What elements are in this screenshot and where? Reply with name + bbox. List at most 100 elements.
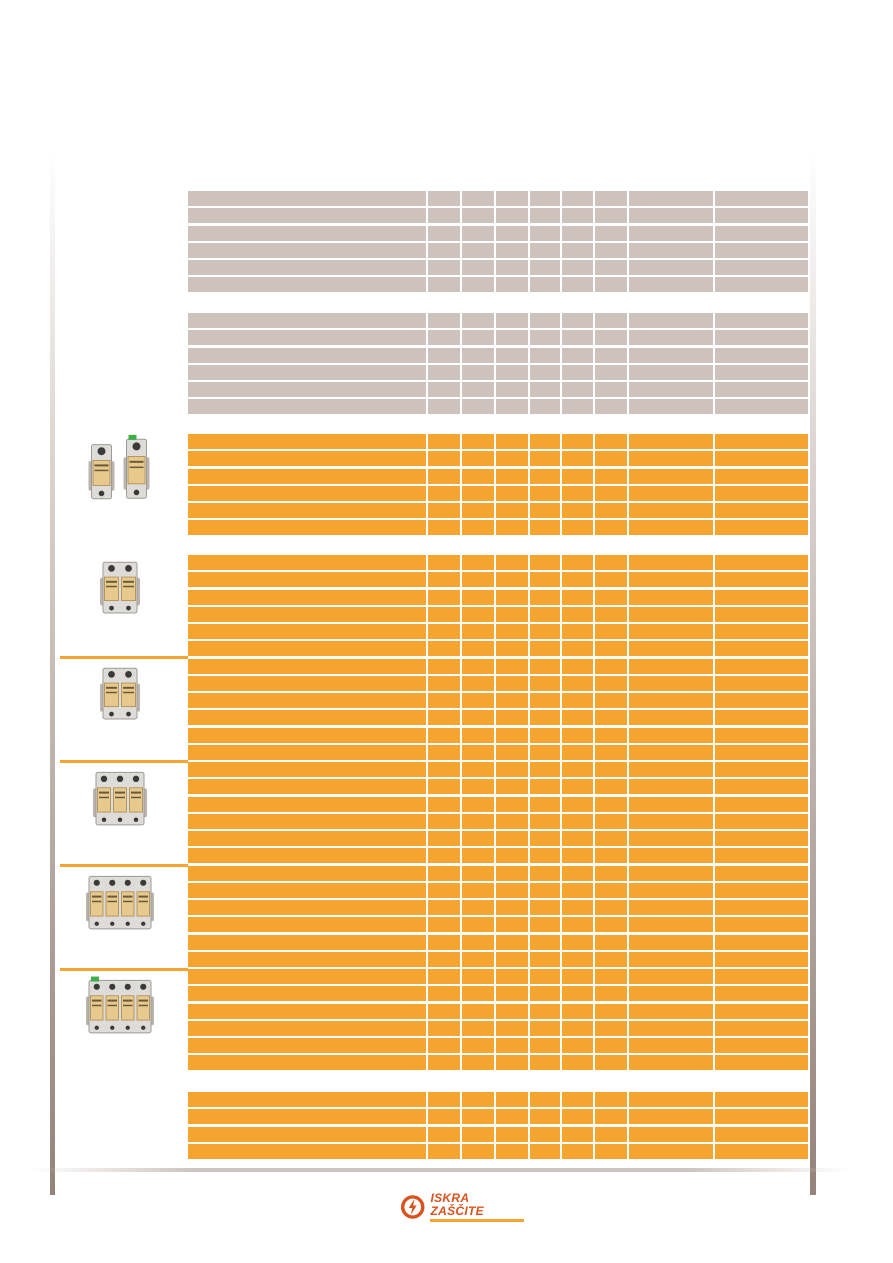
table-cell <box>529 1004 560 1019</box>
table-cell <box>561 969 594 984</box>
table-cell <box>188 641 427 656</box>
product-image-3 <box>90 662 150 724</box>
table-cell <box>561 434 594 449</box>
table-cell <box>462 277 495 292</box>
table-row <box>188 555 809 570</box>
table-row <box>188 986 809 1001</box>
table-cell <box>496 831 528 846</box>
table-cell <box>629 935 713 950</box>
table-cell <box>496 607 528 622</box>
table-cell <box>561 745 594 760</box>
table-cell <box>428 1055 461 1070</box>
table-cell <box>496 762 528 777</box>
table-cell <box>714 917 809 932</box>
table-cell <box>561 469 594 484</box>
table-cell <box>428 814 461 829</box>
table-cell <box>629 226 713 241</box>
table-cell <box>428 900 461 915</box>
table-cell <box>188 969 427 984</box>
table-cell <box>629 641 713 656</box>
table-cell <box>428 624 461 639</box>
table-cell <box>462 572 495 587</box>
table-cell <box>629 1109 713 1124</box>
table-cell <box>428 728 461 743</box>
table-cell <box>629 330 713 345</box>
table-cell <box>714 693 809 708</box>
table-row <box>188 935 809 950</box>
table-cell <box>188 848 427 863</box>
table-cell <box>714 434 809 449</box>
table-cell <box>428 745 461 760</box>
table-cell <box>428 797 461 812</box>
table-cell <box>462 1055 495 1070</box>
section-separator <box>60 968 188 971</box>
table-row <box>188 313 809 328</box>
table-cell <box>428 243 461 258</box>
table-cell <box>462 1021 495 1036</box>
table-cell <box>496 745 528 760</box>
table-cell <box>496 952 528 967</box>
table-cell <box>188 866 427 881</box>
table-cell <box>561 348 594 363</box>
table-cell <box>529 762 560 777</box>
table-cell <box>529 469 560 484</box>
table-cell <box>595 728 628 743</box>
table-cell <box>496 1092 528 1107</box>
table-cell <box>561 1021 594 1036</box>
table-cell <box>462 1004 495 1019</box>
table-row <box>188 260 809 275</box>
table-cell <box>561 503 594 518</box>
table-cell <box>714 277 809 292</box>
table-row <box>188 969 809 984</box>
table-cell <box>428 710 461 725</box>
table-cell <box>462 935 495 950</box>
table-cell <box>629 555 713 570</box>
table-cell <box>462 745 495 760</box>
table-cell <box>714 555 809 570</box>
table-cell <box>428 1004 461 1019</box>
table-row <box>188 917 809 932</box>
table-cell <box>714 243 809 258</box>
table-row <box>188 1038 809 1053</box>
table-row <box>188 1144 809 1159</box>
table-cell <box>595 797 628 812</box>
table-cell <box>595 831 628 846</box>
table-cell <box>496 469 528 484</box>
table-cell <box>561 226 594 241</box>
table-cell <box>462 520 495 535</box>
table-cell <box>561 365 594 380</box>
table-cell <box>428 313 461 328</box>
table-cell <box>462 900 495 915</box>
table-cell <box>595 917 628 932</box>
table-cell <box>714 313 809 328</box>
table-cell <box>496 866 528 881</box>
table-cell <box>561 641 594 656</box>
table-cell <box>462 952 495 967</box>
table-cell <box>629 208 713 223</box>
table-cell <box>188 624 427 639</box>
table-cell <box>462 399 495 414</box>
table-cell <box>428 330 461 345</box>
table-cell <box>462 969 495 984</box>
table-cell <box>595 814 628 829</box>
table-cell <box>714 797 809 812</box>
table-cell <box>529 590 560 605</box>
table-cell <box>496 814 528 829</box>
table-cell <box>629 659 713 674</box>
table-cell <box>561 728 594 743</box>
table-cell <box>629 1144 713 1159</box>
table-cell <box>496 243 528 258</box>
table-cell <box>714 590 809 605</box>
table-cell <box>714 900 809 915</box>
table-cell <box>529 1092 560 1107</box>
table-cell <box>629 831 713 846</box>
table-cell <box>188 693 427 708</box>
table-cell <box>462 486 495 501</box>
table-cell <box>462 848 495 863</box>
table-cell <box>595 226 628 241</box>
table-cell <box>496 503 528 518</box>
table-cell <box>529 572 560 587</box>
table-cell <box>595 883 628 898</box>
table-row <box>188 831 809 846</box>
table-cell <box>714 831 809 846</box>
